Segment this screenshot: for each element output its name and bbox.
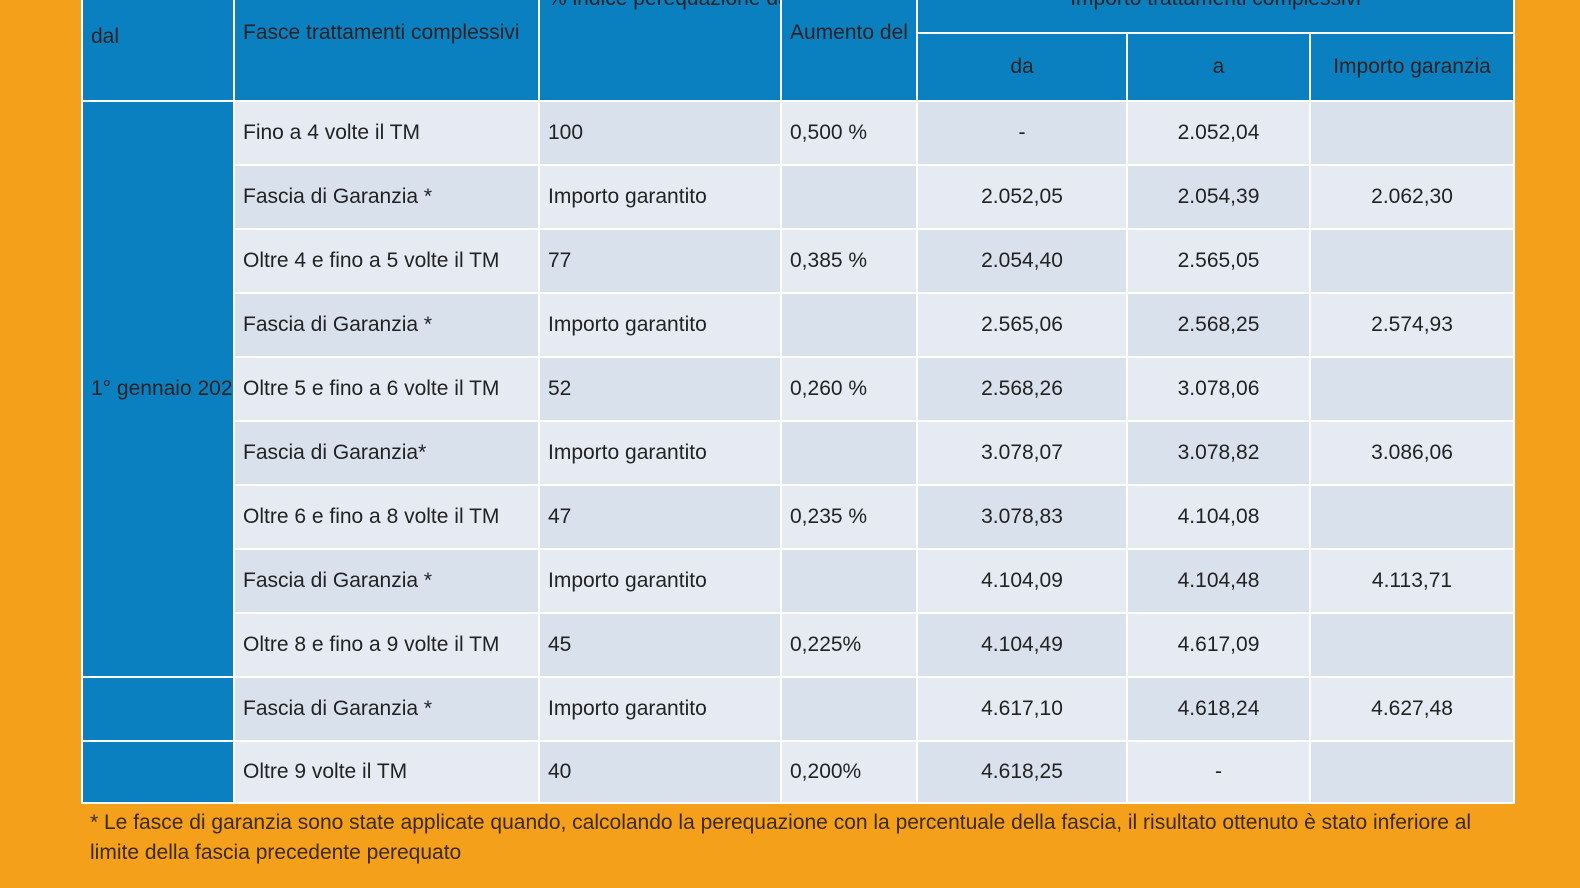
indice-cell: 47 bbox=[538, 484, 782, 550]
garanzia-cell bbox=[1308, 740, 1516, 804]
a-cell: 4.104,48 bbox=[1126, 548, 1311, 614]
indice-cell: 100 bbox=[538, 100, 782, 166]
indice-cell: Importo garantito bbox=[538, 164, 782, 230]
table-row: Oltre 9 volte il TM 40 0,200% 4.618,25 - bbox=[81, 740, 1516, 804]
garanzia-cell: 2.062,30 bbox=[1308, 164, 1516, 230]
da-cell: 2.052,05 bbox=[916, 164, 1128, 230]
aumento-cell: 0,260 % bbox=[780, 356, 918, 422]
da-cell: 4.617,10 bbox=[916, 676, 1128, 742]
indice-cell: 40 bbox=[538, 740, 782, 804]
table-row: Oltre 5 e fino a 6 volte il TM 52 0,260 … bbox=[82, 356, 1516, 422]
garanzia-cell: 4.113,71 bbox=[1308, 548, 1516, 614]
aumento-cell: 0,235 % bbox=[780, 484, 918, 550]
table-row: Oltre 8 e fino a 9 volte il TM 45 0,225%… bbox=[82, 612, 1516, 678]
fascia-cell: Fascia di Garanzia * bbox=[233, 292, 540, 358]
a-cell: 4.104,08 bbox=[1126, 484, 1311, 550]
aumento-cell: 0,500 % bbox=[780, 100, 918, 166]
da-cell: 2.565,06 bbox=[916, 292, 1128, 358]
da-cell: 2.568,26 bbox=[916, 356, 1128, 422]
a-cell: 2.565,05 bbox=[1126, 228, 1311, 294]
aumento-cell bbox=[780, 420, 918, 486]
a-cell: - bbox=[1126, 740, 1311, 804]
aumento-cell: 0,385 % bbox=[780, 228, 918, 294]
header-indice: % indice perequazione da attribuire bbox=[538, 0, 782, 102]
indice-cell: Importo garantito bbox=[538, 676, 782, 742]
fascia-cell: Oltre 6 e fino a 8 volte il TM bbox=[233, 484, 540, 550]
indice-cell: Importo garantito bbox=[538, 548, 782, 614]
garanzia-cell: 4.627,48 bbox=[1308, 676, 1516, 742]
a-cell: 3.078,06 bbox=[1126, 356, 1311, 422]
header-a: a bbox=[1126, 32, 1311, 102]
table-row: Fascia di Garanzia * Importo garantito 2… bbox=[82, 292, 1516, 358]
header-importo-group: Importo trattamenti complessivi bbox=[915, 0, 1516, 34]
table-row: Fascia di Garanzia* Importo garantito 3.… bbox=[82, 420, 1516, 486]
table-row: Oltre 6 e fino a 8 volte il TM 47 0,235 … bbox=[82, 484, 1516, 550]
fascia-cell: Fascia di Garanzia * bbox=[233, 676, 540, 742]
aumento-cell bbox=[780, 292, 918, 358]
header-dal: dal bbox=[81, 0, 235, 102]
fascia-cell: Fascia di Garanzia* bbox=[233, 420, 540, 486]
header-da: da bbox=[916, 32, 1128, 102]
dal-empty-cell bbox=[81, 740, 235, 804]
indice-cell: 52 bbox=[538, 356, 782, 422]
da-cell: - bbox=[916, 100, 1128, 166]
da-cell: 4.104,09 bbox=[916, 548, 1128, 614]
garanzia-cell bbox=[1308, 228, 1516, 294]
garanzia-cell bbox=[1308, 484, 1516, 550]
fascia-cell: Oltre 9 volte il TM bbox=[233, 740, 540, 804]
a-cell: 2.568,25 bbox=[1126, 292, 1311, 358]
garanzia-cell bbox=[1308, 356, 1516, 422]
fascia-cell: Oltre 4 e fino a 5 volte il TM bbox=[233, 228, 540, 294]
a-cell: 4.617,09 bbox=[1126, 612, 1311, 678]
aumento-cell: 0,225% bbox=[780, 612, 918, 678]
aumento-cell: 0,200% bbox=[780, 740, 918, 804]
dal-date-cell: 1° gennaio 2020: bbox=[81, 100, 235, 678]
header-aumento: Aumento del bbox=[780, 0, 918, 102]
table-row: Fascia di Garanzia * Importo garantito 4… bbox=[82, 548, 1516, 614]
a-cell: 2.052,04 bbox=[1126, 100, 1311, 166]
header-fasce: Fasce trattamenti complessivi bbox=[233, 0, 540, 102]
fascia-cell: Fino a 4 volte il TM bbox=[233, 100, 540, 166]
perequazione-table: dal Fasce trattamenti complessivi % indi… bbox=[81, 0, 1516, 804]
aumento-cell bbox=[780, 164, 918, 230]
garanzia-cell: 2.574,93 bbox=[1308, 292, 1516, 358]
table-row: Fascia di Garanzia * Importo garantito 4… bbox=[81, 676, 1516, 742]
da-cell: 3.078,83 bbox=[916, 484, 1128, 550]
a-cell: 4.618,24 bbox=[1126, 676, 1311, 742]
garanzia-cell bbox=[1308, 100, 1516, 166]
garanzia-cell bbox=[1308, 612, 1516, 678]
table-row: 1° gennaio 2020: Fino a 4 volte il TM 10… bbox=[81, 100, 1516, 678]
indice-cell: Importo garantito bbox=[538, 420, 782, 486]
aumento-cell bbox=[780, 676, 918, 742]
footnote: * Le fasce di garanzia sono state applic… bbox=[90, 811, 1472, 864]
a-cell: 3.078,82 bbox=[1126, 420, 1311, 486]
da-cell: 2.054,40 bbox=[916, 228, 1128, 294]
garanzia-cell: 3.086,06 bbox=[1308, 420, 1516, 486]
da-cell: 4.618,25 bbox=[916, 740, 1128, 804]
aumento-cell bbox=[780, 548, 918, 614]
a-cell: 2.054,39 bbox=[1126, 164, 1311, 230]
fascia-cell: Oltre 5 e fino a 6 volte il TM bbox=[233, 356, 540, 422]
header-garanzia: Importo garanzia bbox=[1308, 32, 1516, 102]
fascia-cell: Fascia di Garanzia * bbox=[233, 164, 540, 230]
da-cell: 4.104,49 bbox=[916, 612, 1128, 678]
fascia-cell: Oltre 8 e fino a 9 volte il TM bbox=[233, 612, 540, 678]
dal-empty-cell bbox=[81, 676, 235, 742]
table-row: Fascia di Garanzia * Importo garantito 2… bbox=[82, 164, 1516, 230]
da-cell: 3.078,07 bbox=[916, 420, 1128, 486]
indice-cell: Importo garantito bbox=[538, 292, 782, 358]
indice-cell: 45 bbox=[538, 612, 782, 678]
indice-cell: 77 bbox=[538, 228, 782, 294]
fascia-cell: Fascia di Garanzia * bbox=[233, 548, 540, 614]
table-row: Oltre 4 e fino a 5 volte il TM 77 0,385 … bbox=[82, 228, 1516, 294]
